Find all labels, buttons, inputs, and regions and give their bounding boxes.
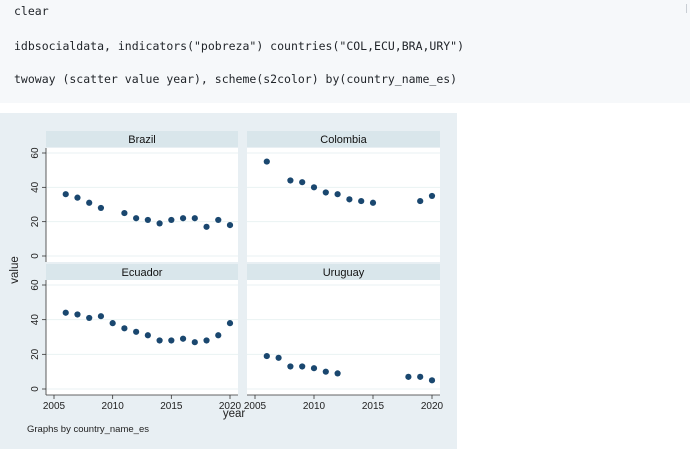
marker-ecuador-2010 (109, 320, 116, 327)
panels-layer: Brazil Colombia Ecuador Uruguay (46, 131, 440, 395)
panel-header-uruguay (247, 264, 440, 280)
marker-colombia-2011 (322, 189, 329, 196)
y-tick-label-0-40: 40 (30, 181, 41, 193)
graph-output: Brazil Colombia Ecuador Uruguay 0 20 40 60 0 20 4… (0, 113, 457, 449)
panel-header-ecuador (46, 264, 238, 280)
marker-brazil-2011 (121, 209, 128, 217)
x-tick-label-0-2020: 2020 (219, 401, 242, 412)
marker-colombia-2019 (417, 197, 424, 205)
code-line-clear: clear (14, 4, 49, 18)
marker-brazil-2015 (168, 216, 175, 224)
panel-header-colombia (247, 131, 440, 147)
marker-ecuador-2009 (97, 313, 105, 320)
marker-brazil-2012 (133, 215, 140, 222)
marker-brazil-2016 (179, 215, 187, 222)
x-tick-label-1-2015: 2015 (362, 401, 385, 412)
marker-brazil-2008 (86, 199, 93, 206)
y-tick-label-1-40: 40 (30, 314, 41, 326)
marker-ecuador-2007 (74, 311, 81, 318)
panel-title-colombia: Colombia (320, 134, 367, 146)
marker-colombia-2020 (428, 192, 436, 200)
marker-uruguay-2006 (263, 352, 270, 360)
marker-colombia-2014 (358, 197, 365, 205)
y-tick-label-1-60: 60 (30, 279, 41, 291)
marker-uruguay-2012 (334, 370, 341, 377)
marker-colombia-2013 (346, 196, 353, 203)
marker-ecuador-2011 (121, 325, 128, 332)
marker-uruguay-2019 (417, 373, 424, 380)
plot-area-ecuador (46, 280, 238, 395)
panel-title-uruguay: Uruguay (323, 267, 365, 279)
x-tick-label-0-2010: 2010 (102, 401, 125, 412)
x-tick-label-1-2005: 2005 (244, 401, 267, 412)
marker-uruguay-2009 (299, 363, 306, 370)
marker-ecuador-2019 (215, 332, 222, 339)
panel-title-brazil: Brazil (128, 134, 156, 146)
marker-uruguay-2010 (310, 365, 318, 372)
graph-footnote: Graphs by country_name_es (27, 424, 149, 435)
plot-area-brazil (46, 148, 238, 262)
y-tick-label-0-60: 60 (30, 147, 41, 159)
marker-ecuador-2014 (156, 337, 163, 344)
marker-ecuador-2015 (168, 337, 175, 344)
x-tick-label-1-2010: 2010 (303, 401, 326, 412)
code-scroll-marker (686, 4, 687, 13)
x-tick-label-0-2015: 2015 (160, 401, 183, 412)
marker-uruguay-2008 (287, 363, 294, 370)
marker-colombia-2012 (334, 191, 341, 198)
x-axis-title: year (223, 408, 246, 420)
code-cell[interactable]: clear idbsocialdata, indicators("pobreza… (0, 0, 690, 103)
marker-colombia-2008 (287, 177, 294, 184)
marker-colombia-2010 (310, 184, 318, 191)
marker-colombia-2015 (369, 199, 377, 206)
marker-colombia-2006 (263, 158, 270, 165)
marker-ecuador-2017 (191, 339, 198, 346)
x-tick-label-1-2020: 2020 (421, 401, 444, 412)
marker-ecuador-2006 (62, 309, 69, 316)
marker-brazil-2020 (226, 222, 234, 229)
y-tick-label-1-0: 0 (30, 386, 41, 392)
marker-uruguay-2020 (428, 377, 436, 384)
marker-uruguay-2007 (275, 354, 282, 361)
marker-ecuador-2008 (86, 314, 93, 322)
marker-ecuador-2016 (179, 335, 187, 342)
marker-brazil-2017 (191, 215, 198, 222)
marker-ecuador-2013 (144, 332, 151, 339)
y-tick-label-1-20: 20 (30, 348, 41, 360)
panel-header-brazil (46, 131, 238, 147)
marker-ecuador-2018 (203, 337, 210, 344)
x-tick-label-0-2005: 2005 (43, 401, 66, 412)
y-tick-label-0-20: 20 (30, 216, 41, 228)
y-tick-label-0-0: 0 (30, 253, 41, 259)
marker-brazil-2019 (215, 216, 222, 224)
marker-colombia-2009 (299, 179, 306, 186)
y-axis-title: value (9, 256, 21, 284)
code-line-idbsocialdata: idbsocialdata, indicators("pobreza") cou… (14, 39, 465, 53)
marker-ecuador-2012 (133, 328, 140, 335)
marker-uruguay-2011 (322, 368, 329, 375)
marker-brazil-2006 (62, 191, 69, 198)
scatter-graph: Brazil Colombia Ecuador Uruguay 0 20 40 60 0 20 4… (9, 131, 444, 435)
marker-brazil-2007 (74, 194, 81, 201)
marker-brazil-2014 (156, 220, 163, 227)
marker-brazil-2018 (203, 223, 210, 230)
marker-uruguay-2018 (405, 373, 412, 380)
marker-brazil-2013 (144, 216, 151, 224)
plot-area-colombia (247, 148, 440, 262)
marker-brazil-2009 (97, 204, 105, 212)
code-line-twoway: twoway (scatter value year), scheme(s2co… (14, 72, 458, 86)
panel-title-ecuador: Ecuador (122, 267, 163, 279)
marker-ecuador-2020 (226, 320, 234, 327)
